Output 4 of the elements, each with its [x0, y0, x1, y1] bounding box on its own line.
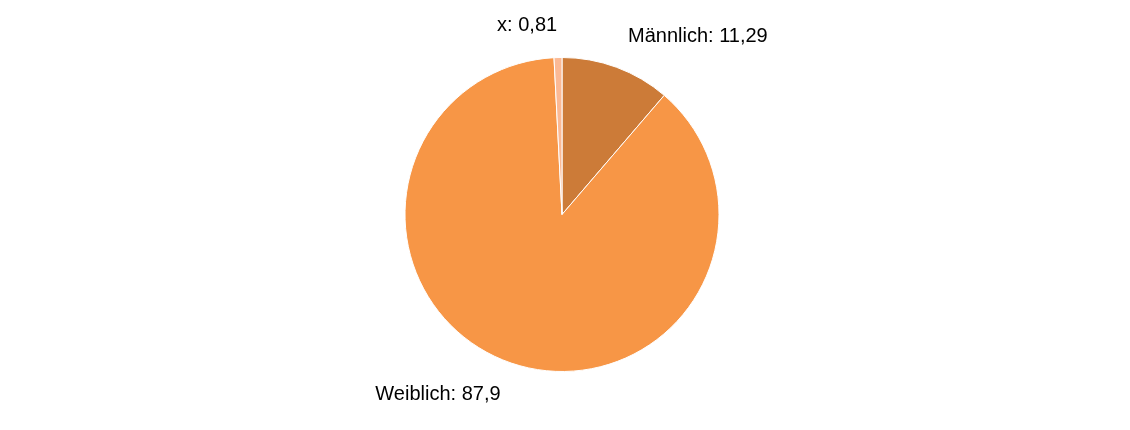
- slice-label: x: 0,81: [497, 12, 558, 35]
- slice-label: Männlich: 11,29: [627, 24, 768, 47]
- pie-slice: [404, 57, 720, 372]
- slice-label: Weiblich: 87,9: [375, 382, 501, 405]
